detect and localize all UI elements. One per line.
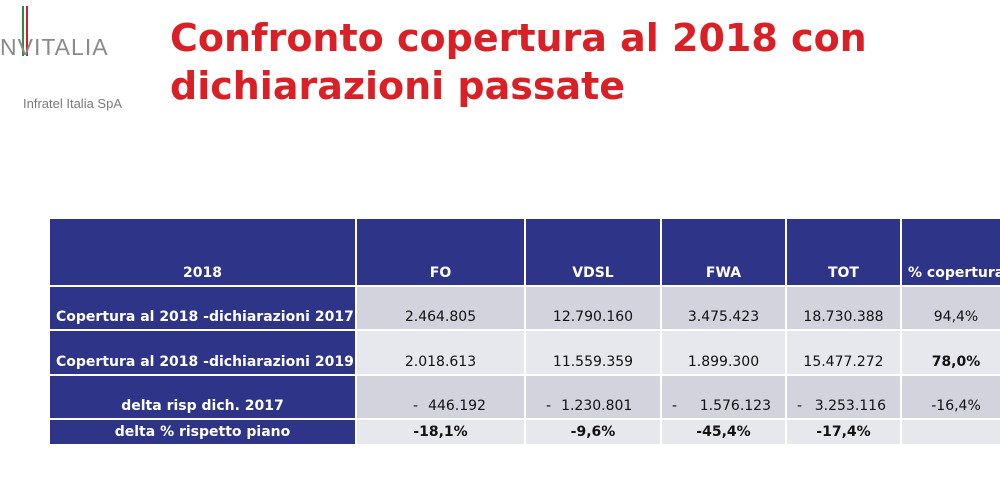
slide-title: Confronto copertura al 2018 con dichiara…: [170, 16, 867, 108]
row-label: Copertura al 2018 -dichiarazioni 2019: [48, 329, 357, 376]
cell-fwa: - 1.576.123: [660, 374, 787, 420]
minus-sign: -: [797, 398, 803, 414]
cell-fwa: -45,4%: [660, 418, 787, 446]
cell-tot: 18.730.388: [785, 285, 902, 331]
logo-green-bar: [22, 6, 24, 56]
cell-percent: -16,4%: [900, 374, 1000, 420]
cell-vdsl: 12.790.160: [524, 285, 662, 331]
header-fo: FO: [355, 217, 526, 287]
coverage-table: 2018 FO VDSL FWA TOT % copertura Copertu…: [48, 217, 1000, 446]
cell-value: 446.192: [428, 398, 486, 414]
cell-tot: 15.477.272: [785, 329, 902, 376]
row-label: delta % rispetto piano: [48, 418, 357, 446]
minus-sign: -: [413, 398, 419, 414]
table-row: delta % rispetto piano -18,1% -9,6% -45,…: [48, 418, 1000, 446]
header-tot: TOT: [785, 217, 902, 287]
cell-tot: - 3.253.116: [785, 374, 902, 420]
cell-fwa: 1.899.300: [660, 329, 787, 376]
cell-percent: [900, 418, 1000, 446]
cell-fo: - 446.192: [355, 374, 526, 420]
table-row: Copertura al 2018 -dichiarazioni 2019 2.…: [48, 329, 1000, 376]
cell-vdsl: -9,6%: [524, 418, 662, 446]
header-percent: % copertura: [900, 217, 1000, 287]
cell-fo: 2.018.613: [355, 329, 526, 376]
cell-vdsl: - 1.230.801: [524, 374, 662, 420]
cell-value: 1.576.123: [699, 398, 771, 414]
cell-fwa: 3.475.423: [660, 285, 787, 331]
logo-wordmark: NVITALIA: [0, 34, 109, 60]
logo-subtitle: Infratel Italia SpA: [23, 96, 122, 111]
header-year: 2018: [48, 217, 357, 287]
header-row: 2018 FO VDSL FWA TOT % copertura: [48, 217, 1000, 287]
header-fwa: FWA: [660, 217, 787, 287]
table-row: Copertura al 2018 -dichiarazioni 2017 2.…: [48, 285, 1000, 331]
header-vdsl: VDSL: [524, 217, 662, 287]
logo: NVITALIA Infratel Italia SpA: [0, 0, 160, 120]
minus-sign: -: [672, 398, 678, 414]
cell-fo: 2.464.805: [355, 285, 526, 331]
cell-fo: -18,1%: [355, 418, 526, 446]
cell-vdsl: 11.559.359: [524, 329, 662, 376]
cell-percent: 78,0%: [900, 329, 1000, 376]
row-label: Copertura al 2018 -dichiarazioni 2017: [48, 285, 357, 331]
cell-value: 3.253.116: [814, 398, 886, 414]
table-row: delta risp dich. 2017 - 446.192 - 1.230.…: [48, 374, 1000, 420]
cell-percent: 94,4%: [900, 285, 1000, 331]
cell-tot: -17,4%: [785, 418, 902, 446]
logo-red-bar: [26, 6, 28, 56]
row-label: delta risp dich. 2017: [48, 374, 357, 420]
minus-sign: -: [546, 398, 552, 414]
cell-value: 1.230.801: [561, 398, 633, 414]
